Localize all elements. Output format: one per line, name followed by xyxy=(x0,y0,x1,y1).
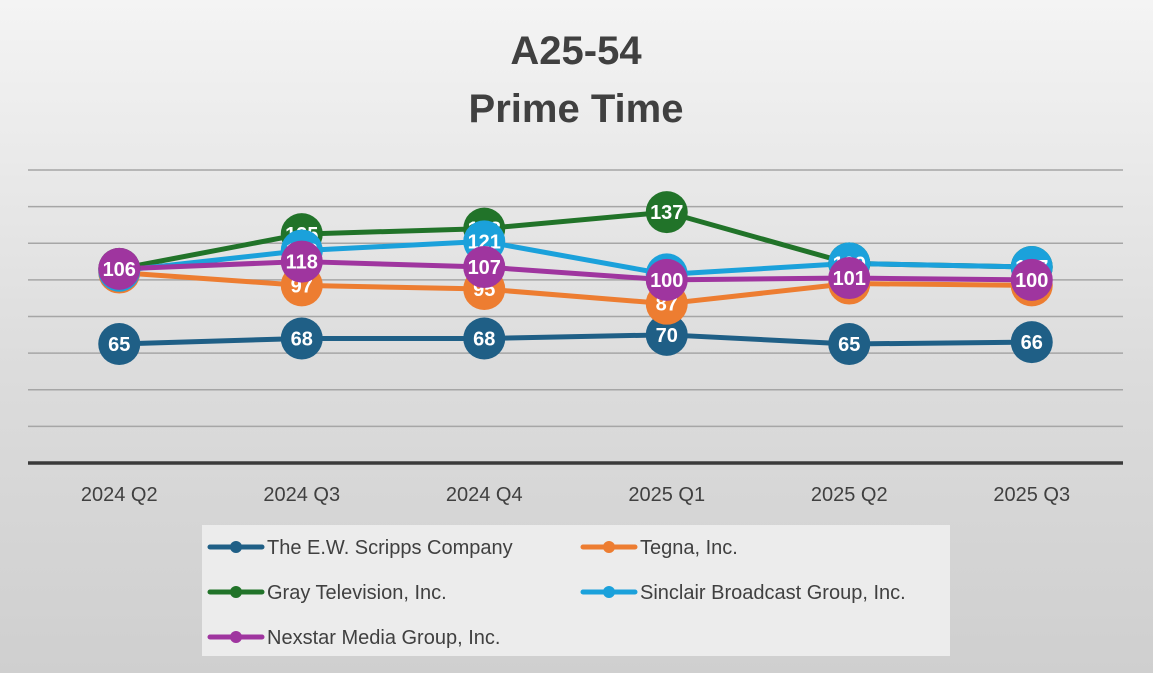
data-point xyxy=(463,246,506,289)
chart-title: A25-54 xyxy=(510,29,642,73)
x-tick-label: 2025 Q3 xyxy=(993,484,1070,506)
x-axis-ticks: 2024 Q2 2024 Q3 2024 Q4 2025 Q1 2025 Q2 2025 … xyxy=(81,484,1070,506)
data-point xyxy=(280,240,323,283)
data-point xyxy=(1010,258,1053,301)
data-label: 101 xyxy=(833,268,866,290)
data-label: 70 xyxy=(656,325,678,347)
data-label: 65 xyxy=(838,334,860,356)
chart-subtitle: Prime Time xyxy=(469,87,684,131)
legend: The E.W. Scripps Company Tegna, Inc. Gray … xyxy=(202,525,950,656)
data-point xyxy=(280,317,323,360)
series-lines xyxy=(116,209,1035,347)
legend-label: Sinclair Broadcast Group, Inc. xyxy=(640,582,906,604)
gridlines xyxy=(28,169,1123,465)
data-point xyxy=(645,191,688,234)
x-tick-label: 2025 Q1 xyxy=(628,484,705,506)
legend-swatch-marker xyxy=(230,586,242,598)
series-line xyxy=(116,332,1035,347)
data-point xyxy=(98,322,141,365)
x-tick-label: 2025 Q2 xyxy=(811,484,888,506)
data-label: 68 xyxy=(473,328,495,350)
data-markers: 6568687065661049795879897106125128137109… xyxy=(98,191,1053,365)
series-line xyxy=(116,270,1035,307)
data-label: 107 xyxy=(468,257,501,279)
x-tick-label: 2024 Q2 xyxy=(81,484,158,506)
data-label: 66 xyxy=(1021,332,1043,354)
x-tick-label: 2024 Q4 xyxy=(446,484,523,506)
data-label: 100 xyxy=(1015,270,1048,292)
data-label: 118 xyxy=(286,252,318,274)
legend-label: Tegna, Inc. xyxy=(640,537,738,559)
data-point xyxy=(1010,321,1053,364)
series-line xyxy=(116,238,1035,277)
data-point xyxy=(645,258,688,301)
legend-label: Gray Television, Inc. xyxy=(267,582,447,604)
data-point xyxy=(828,322,871,365)
data-point xyxy=(828,257,871,300)
legend-swatch-marker xyxy=(603,541,615,553)
data-label: 137 xyxy=(650,202,683,224)
data-label: 100 xyxy=(650,270,683,292)
data-point xyxy=(98,247,141,290)
data-point xyxy=(645,313,688,356)
series-line xyxy=(116,259,1035,283)
x-tick-label: 2024 Q3 xyxy=(263,484,340,506)
data-label: 65 xyxy=(108,334,130,356)
legend-swatch-marker xyxy=(603,586,615,598)
data-point xyxy=(463,317,506,360)
legend-label: Nexstar Media Group, Inc. xyxy=(267,627,500,649)
legend-background xyxy=(202,525,950,656)
legend-swatch-marker xyxy=(230,631,242,643)
data-label: 68 xyxy=(291,328,313,350)
legend-label: The E.W. Scripps Company xyxy=(267,537,513,559)
data-label: 106 xyxy=(103,259,136,281)
legend-swatch-marker xyxy=(230,541,242,553)
